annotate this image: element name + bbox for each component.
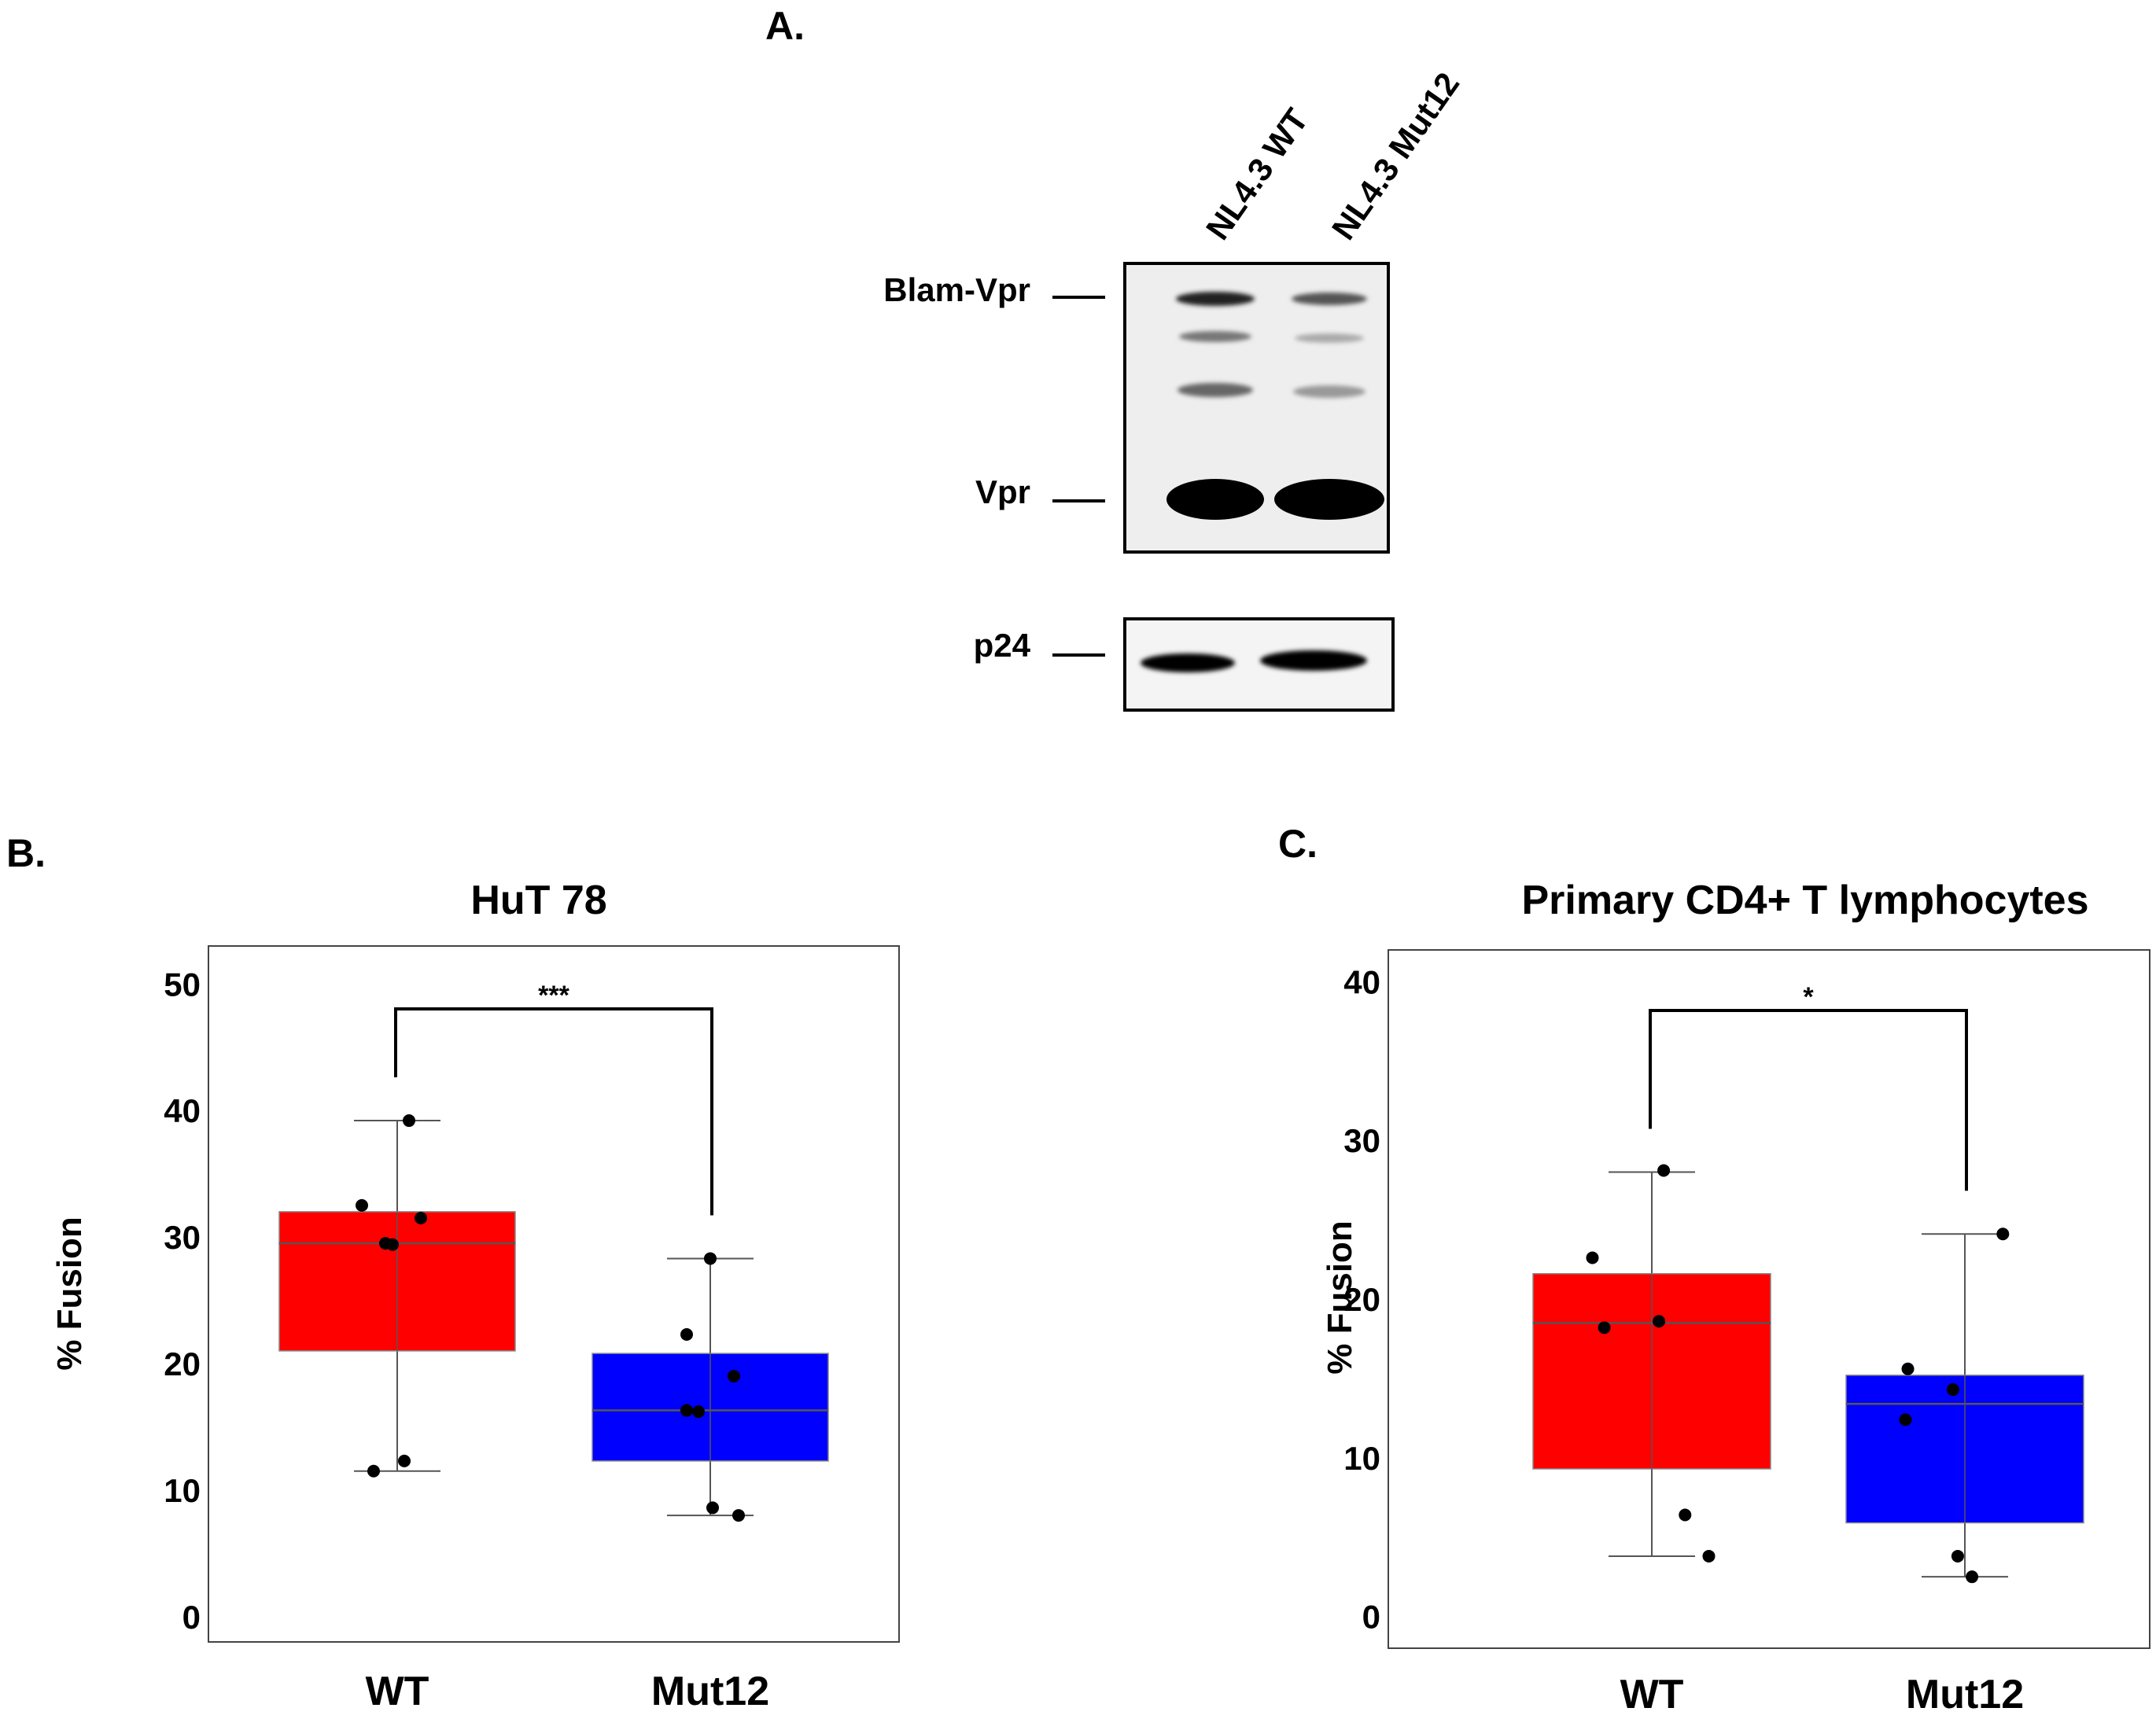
- band-vpr-wt: [1166, 479, 1264, 520]
- y-tick-label: 10: [1343, 1440, 1380, 1477]
- x-ticks: WT Mut12: [366, 1669, 770, 1714]
- data-point: [1653, 1315, 1666, 1328]
- panel-a: A. NL4.3 WT NL4.3 Mut12 Blam-Vpr Vpr p24: [765, 4, 1466, 712]
- chart-title: HuT 78: [470, 878, 606, 923]
- band-label-vpr: Vpr: [975, 473, 1030, 510]
- data-point: [692, 1405, 705, 1419]
- band-p24-wt: [1141, 653, 1235, 672]
- y-tick-label: 20: [164, 1345, 201, 1382]
- y-tick-label: 30: [1343, 1122, 1380, 1159]
- plot-marks: ***: [278, 981, 829, 1522]
- data-point: [732, 1509, 745, 1522]
- data-point: [403, 1114, 415, 1128]
- data-point: [1951, 1549, 1964, 1563]
- y-axis-label: % Fusion: [50, 1217, 89, 1371]
- data-point: [1657, 1164, 1671, 1177]
- chart-title: Primary CD4+ T lymphocytes: [1521, 878, 2088, 923]
- y-tick-label: 50: [164, 966, 201, 1003]
- x-tick-label: Mut12: [1906, 1672, 2024, 1717]
- data-point: [1679, 1508, 1692, 1522]
- significance-bracket: [394, 1007, 713, 1216]
- data-point: [1996, 1228, 2010, 1241]
- band-mid-mut12: [1293, 385, 1365, 398]
- plot-panel: [208, 945, 900, 1643]
- data-point: [1901, 1362, 1915, 1375]
- y-axis-label: % Fusion: [1321, 1220, 1359, 1375]
- data-point: [680, 1404, 693, 1417]
- plot-panel: [1388, 949, 2150, 1649]
- significance-label: *: [1803, 982, 1814, 1012]
- band-p24-mut12: [1260, 650, 1367, 671]
- panel-c-label: C.: [1278, 822, 1318, 866]
- band-blam-vpr-wt: [1176, 292, 1255, 306]
- data-point: [415, 1211, 427, 1224]
- data-point: [704, 1252, 717, 1265]
- data-point: [1946, 1383, 1959, 1397]
- plot-marks: *: [1532, 982, 2084, 1584]
- y-tick-label: 20: [1343, 1281, 1380, 1318]
- y-tick-label: 0: [1362, 1599, 1380, 1636]
- data-point: [367, 1464, 380, 1478]
- band-upper-mut12: [1295, 333, 1364, 343]
- blot-vpr-bands: [1166, 292, 1384, 520]
- y-tick-label: 0: [182, 1599, 201, 1636]
- data-point: [398, 1454, 411, 1467]
- band-upper-wt: [1179, 331, 1251, 342]
- data-point: [680, 1327, 693, 1341]
- chart-hut78: B. HuT 78 % Fusion 0 10 20 30 40 50 *** WT Mut…: [6, 831, 900, 1714]
- panel-b-label: B.: [6, 831, 46, 875]
- data-point: [386, 1238, 399, 1251]
- y-tick-label: 10: [164, 1472, 201, 1509]
- data-point: [1702, 1549, 1716, 1563]
- lane-label-mut12: NL4.3 Mut12: [1325, 66, 1466, 247]
- data-point: [728, 1370, 740, 1383]
- band-blam-vpr-mut12: [1292, 293, 1367, 305]
- chart-primary-cd4: C. Primary CD4+ T lymphocytes % Fusion 0…: [1278, 822, 2150, 1717]
- band-vpr-mut12: [1274, 479, 1384, 520]
- y-tick-label: 40: [164, 1092, 201, 1129]
- x-tick-label: WT: [1620, 1672, 1684, 1717]
- data-point: [1586, 1251, 1599, 1264]
- lane-label-wt: NL4.3 WT: [1199, 101, 1315, 246]
- significance-label: ***: [538, 981, 569, 1010]
- data-point: [1899, 1413, 1912, 1426]
- band-mid-wt: [1178, 383, 1253, 397]
- y-tick-label: 40: [1343, 963, 1380, 1000]
- y-ticks: 0 10 20 30 40: [1343, 963, 1380, 1635]
- data-point: [706, 1501, 719, 1515]
- data-point: [1598, 1321, 1611, 1334]
- panel-a-label: A.: [765, 4, 805, 48]
- x-tick-label: WT: [366, 1669, 429, 1714]
- data-point: [356, 1198, 368, 1212]
- band-label-p24: p24: [974, 627, 1031, 664]
- significance-bracket: [1649, 1009, 1968, 1191]
- y-ticks: 0 10 20 30 40 50: [164, 966, 201, 1636]
- y-tick-label: 30: [164, 1219, 201, 1256]
- data-point: [1966, 1570, 1979, 1584]
- x-tick-label: Mut12: [651, 1669, 769, 1714]
- band-label-blam-vpr: Blam-Vpr: [883, 271, 1030, 308]
- x-ticks: WT Mut12: [1620, 1672, 2025, 1717]
